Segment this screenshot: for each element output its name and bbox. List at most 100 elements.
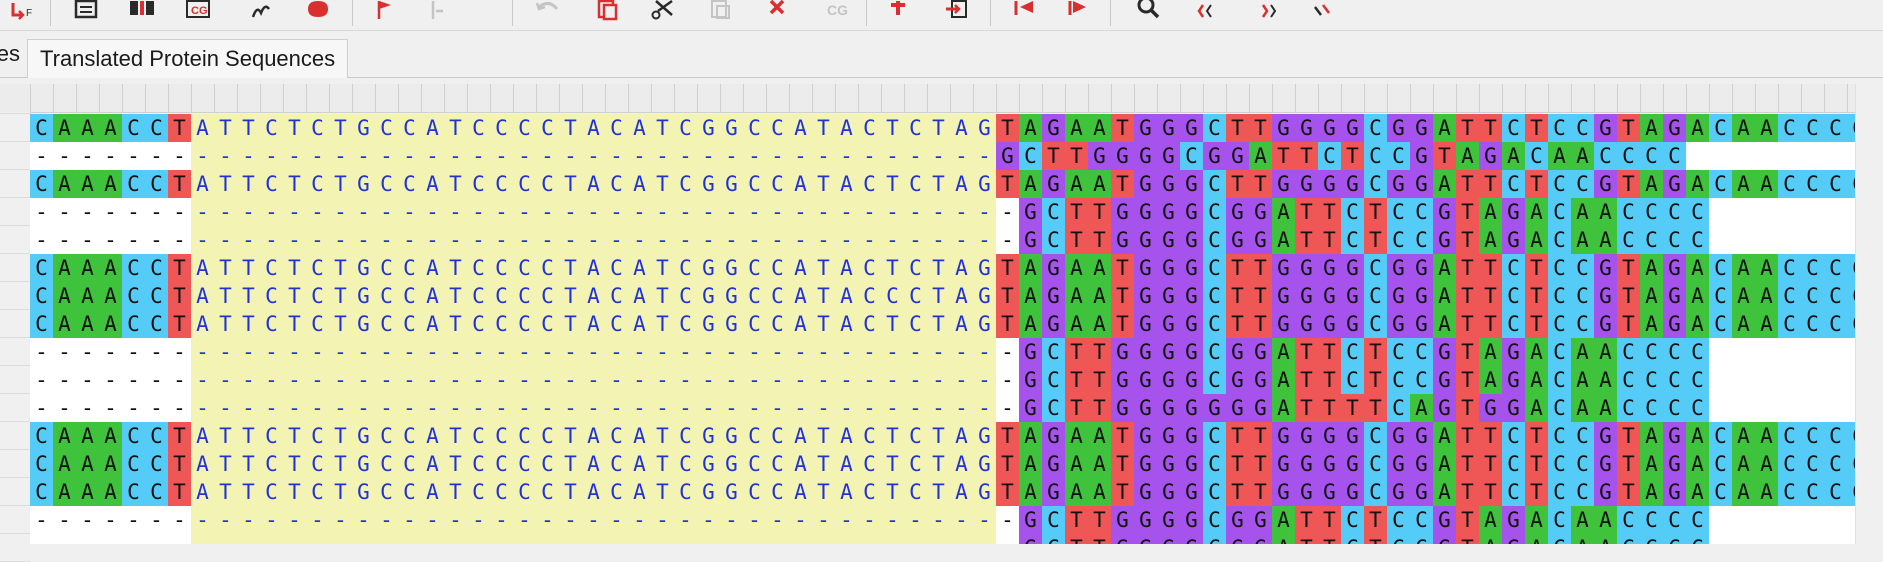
base-cell[interactable]: G xyxy=(352,310,375,338)
base-cell[interactable]: G xyxy=(1111,534,1134,544)
base-cell[interactable]: C xyxy=(1847,478,1855,506)
base-cell[interactable]: C xyxy=(1778,478,1801,506)
base-cell[interactable]: G xyxy=(1272,310,1295,338)
base-cell[interactable]: - xyxy=(697,198,720,226)
base-cell[interactable]: G xyxy=(1387,254,1410,282)
base-cell[interactable]: G xyxy=(1295,450,1318,478)
base-cell[interactable]: G xyxy=(720,478,743,506)
base-cell[interactable]: C xyxy=(1364,282,1387,310)
base-cell[interactable]: - xyxy=(881,534,904,544)
base-cell[interactable]: C xyxy=(1640,534,1663,544)
base-cell[interactable]: G xyxy=(1042,450,1065,478)
base-cell[interactable]: C xyxy=(1502,254,1525,282)
base-cell[interactable]: G xyxy=(1157,198,1180,226)
base-cell[interactable]: C xyxy=(1387,394,1410,422)
base-cell[interactable]: C xyxy=(1341,506,1364,534)
base-cell[interactable]: - xyxy=(582,534,605,544)
base-cell[interactable]: G xyxy=(1318,114,1341,142)
base-cell[interactable]: A xyxy=(191,170,214,198)
base-cell[interactable]: C xyxy=(1663,506,1686,534)
base-cell[interactable]: A xyxy=(53,422,76,450)
base-cell[interactable]: A xyxy=(835,478,858,506)
base-cell[interactable]: T xyxy=(651,114,674,142)
base-cell[interactable]: G xyxy=(1157,338,1180,366)
base-cell[interactable]: G xyxy=(1502,338,1525,366)
base-cell[interactable]: C xyxy=(306,422,329,450)
base-cell[interactable]: - xyxy=(674,338,697,366)
base-cell[interactable]: A xyxy=(1594,226,1617,254)
base-cell[interactable]: T xyxy=(1479,450,1502,478)
base-cell[interactable]: C xyxy=(467,170,490,198)
base-cell[interactable]: A xyxy=(1019,114,1042,142)
base-cell[interactable]: G xyxy=(1249,394,1272,422)
base-cell[interactable]: A xyxy=(1640,114,1663,142)
base-cell[interactable]: C xyxy=(1042,394,1065,422)
base-cell[interactable]: A xyxy=(53,114,76,142)
base-cell[interactable]: - xyxy=(398,142,421,170)
base-cell[interactable]: A xyxy=(1594,394,1617,422)
base-cell[interactable]: - xyxy=(835,142,858,170)
base-cell[interactable]: A xyxy=(1640,254,1663,282)
base-cell[interactable]: G xyxy=(1341,282,1364,310)
base-cell[interactable]: - xyxy=(375,226,398,254)
base-cell[interactable]: C xyxy=(1847,254,1855,282)
base-cell[interactable]: - xyxy=(743,366,766,394)
base-cell[interactable]: T xyxy=(559,254,582,282)
base-cell[interactable]: - xyxy=(812,534,835,544)
base-cell[interactable]: - xyxy=(30,338,53,366)
base-cell[interactable]: - xyxy=(99,198,122,226)
base-cell[interactable]: C xyxy=(1778,450,1801,478)
base-cell[interactable]: A xyxy=(191,450,214,478)
base-cell[interactable]: C xyxy=(1548,226,1571,254)
base-cell[interactable]: - xyxy=(329,394,352,422)
base-cell[interactable]: C xyxy=(260,310,283,338)
base-cell[interactable]: - xyxy=(651,226,674,254)
base-cell[interactable]: G xyxy=(1111,366,1134,394)
base-cell[interactable]: - xyxy=(628,338,651,366)
base-cell[interactable]: - xyxy=(260,226,283,254)
base-cell[interactable]: - xyxy=(973,394,996,422)
base-cell[interactable]: A xyxy=(1088,282,1111,310)
base-cell[interactable]: T xyxy=(214,450,237,478)
base-cell[interactable]: A xyxy=(1640,170,1663,198)
base-cell[interactable]: T xyxy=(214,478,237,506)
base-cell[interactable]: - xyxy=(720,394,743,422)
base-cell[interactable]: C xyxy=(1364,422,1387,450)
base-cell[interactable]: - xyxy=(651,534,674,544)
base-cell[interactable]: T xyxy=(1456,226,1479,254)
base-cell[interactable]: - xyxy=(766,198,789,226)
base-cell[interactable]: G xyxy=(1134,338,1157,366)
base-cell[interactable]: C xyxy=(306,254,329,282)
base-cell[interactable]: T xyxy=(1226,170,1249,198)
base-cell[interactable]: A xyxy=(76,282,99,310)
base-cell[interactable]: - xyxy=(329,226,352,254)
base-cell[interactable]: C xyxy=(30,282,53,310)
base-cell[interactable]: T xyxy=(1226,254,1249,282)
base-cell[interactable]: T xyxy=(214,114,237,142)
base-cell[interactable]: C xyxy=(1203,254,1226,282)
base-cell[interactable]: A xyxy=(1640,422,1663,450)
base-cell[interactable]: T xyxy=(1479,254,1502,282)
base-cell[interactable]: T xyxy=(329,422,352,450)
base-cell[interactable]: T xyxy=(329,254,352,282)
base-cell[interactable]: C xyxy=(1801,450,1824,478)
base-cell[interactable]: C xyxy=(1042,534,1065,544)
base-cell[interactable]: C xyxy=(513,170,536,198)
base-cell[interactable]: A xyxy=(421,114,444,142)
base-cell[interactable]: T xyxy=(1479,282,1502,310)
base-cell[interactable]: A xyxy=(421,254,444,282)
base-cell[interactable]: - xyxy=(237,198,260,226)
base-cell[interactable]: C xyxy=(122,310,145,338)
base-cell[interactable]: C xyxy=(743,254,766,282)
base-cell[interactable]: A xyxy=(53,450,76,478)
base-cell[interactable]: C xyxy=(1364,310,1387,338)
base-cell[interactable]: A xyxy=(582,114,605,142)
base-cell[interactable]: - xyxy=(168,366,191,394)
base-cell[interactable]: T xyxy=(444,282,467,310)
sequence-row[interactable]: ----------------------------------------… xyxy=(30,366,1709,394)
base-cell[interactable]: A xyxy=(1525,198,1548,226)
base-cell[interactable]: T xyxy=(1088,366,1111,394)
cg-disabled-button[interactable]: CG xyxy=(818,0,854,22)
base-cell[interactable]: A xyxy=(76,254,99,282)
